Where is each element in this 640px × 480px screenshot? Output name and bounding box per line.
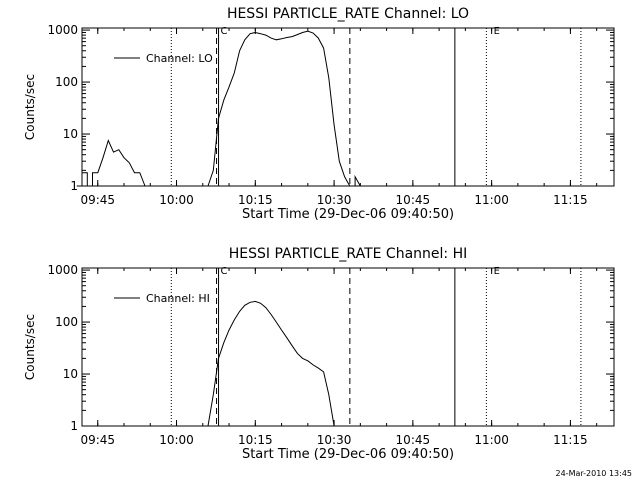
plot-frame xyxy=(81,267,615,427)
x-tick-label: 11:15 xyxy=(553,193,588,207)
x-tick-label: 11:00 xyxy=(474,433,509,447)
series-line xyxy=(76,139,146,187)
footer-timestamp: 24-Mar-2010 13:45 xyxy=(555,469,633,478)
y-tick-label: 10 xyxy=(63,127,78,141)
chart-title: HESSI PARTICLE_RATE Channel: LO xyxy=(227,6,469,22)
x-tick-label: 11:15 xyxy=(553,433,588,447)
series-line xyxy=(207,30,351,187)
x-tick-label: 10:00 xyxy=(159,193,194,207)
marker-letter-label: C xyxy=(221,266,228,277)
x-tick-label: 10:30 xyxy=(317,433,352,447)
x-tick-label: 11:00 xyxy=(474,193,509,207)
chart-title: HESSI PARTICLE_RATE Channel: HI xyxy=(229,246,467,262)
x-tick-label: 10:00 xyxy=(159,433,194,447)
y-tick-label: 1000 xyxy=(47,23,78,37)
plot-frame xyxy=(81,27,615,187)
y-tick-label: 1 xyxy=(70,419,78,433)
x-tick-label: 10:30 xyxy=(317,193,352,207)
x-tick-label: 10:45 xyxy=(396,193,431,207)
y-tick-label: 1000 xyxy=(47,263,78,277)
legend-label: Channel: LO xyxy=(146,52,213,65)
y-tick-label: 10 xyxy=(63,367,78,381)
x-axis-label: Start Time (29-Dec-06 09:40:50) xyxy=(242,207,454,222)
series-line xyxy=(207,300,335,427)
y-axis-label: Counts/sec xyxy=(23,74,37,140)
marker-letter-label: E xyxy=(494,26,500,37)
x-tick-label: 10:15 xyxy=(238,193,273,207)
series-line xyxy=(354,174,361,187)
marker-letter-label: E xyxy=(494,266,500,277)
y-tick-label: 100 xyxy=(55,75,78,89)
chart-panel-1: HESSI PARTICLE_RATE Channel: LO 09:45 10:0… xyxy=(23,6,615,222)
y-tick-label: 100 xyxy=(55,315,78,329)
x-tick-label: 10:45 xyxy=(396,433,431,447)
x-tick-label: 09:45 xyxy=(80,433,115,447)
legend-label: Channel: HI xyxy=(146,292,210,305)
marker-letter-label: C xyxy=(221,26,228,37)
x-tick-label: 09:45 xyxy=(80,193,115,207)
y-axis-label: Counts/sec xyxy=(23,314,37,380)
x-tick-label: 10:15 xyxy=(238,433,273,447)
x-axis-label: Start Time (29-Dec-06 09:40:50) xyxy=(242,447,454,462)
y-tick-label: 1 xyxy=(70,179,78,193)
chart-panel-2: HESSI PARTICLE_RATE Channel: HI 09:45 10:0… xyxy=(23,246,615,462)
